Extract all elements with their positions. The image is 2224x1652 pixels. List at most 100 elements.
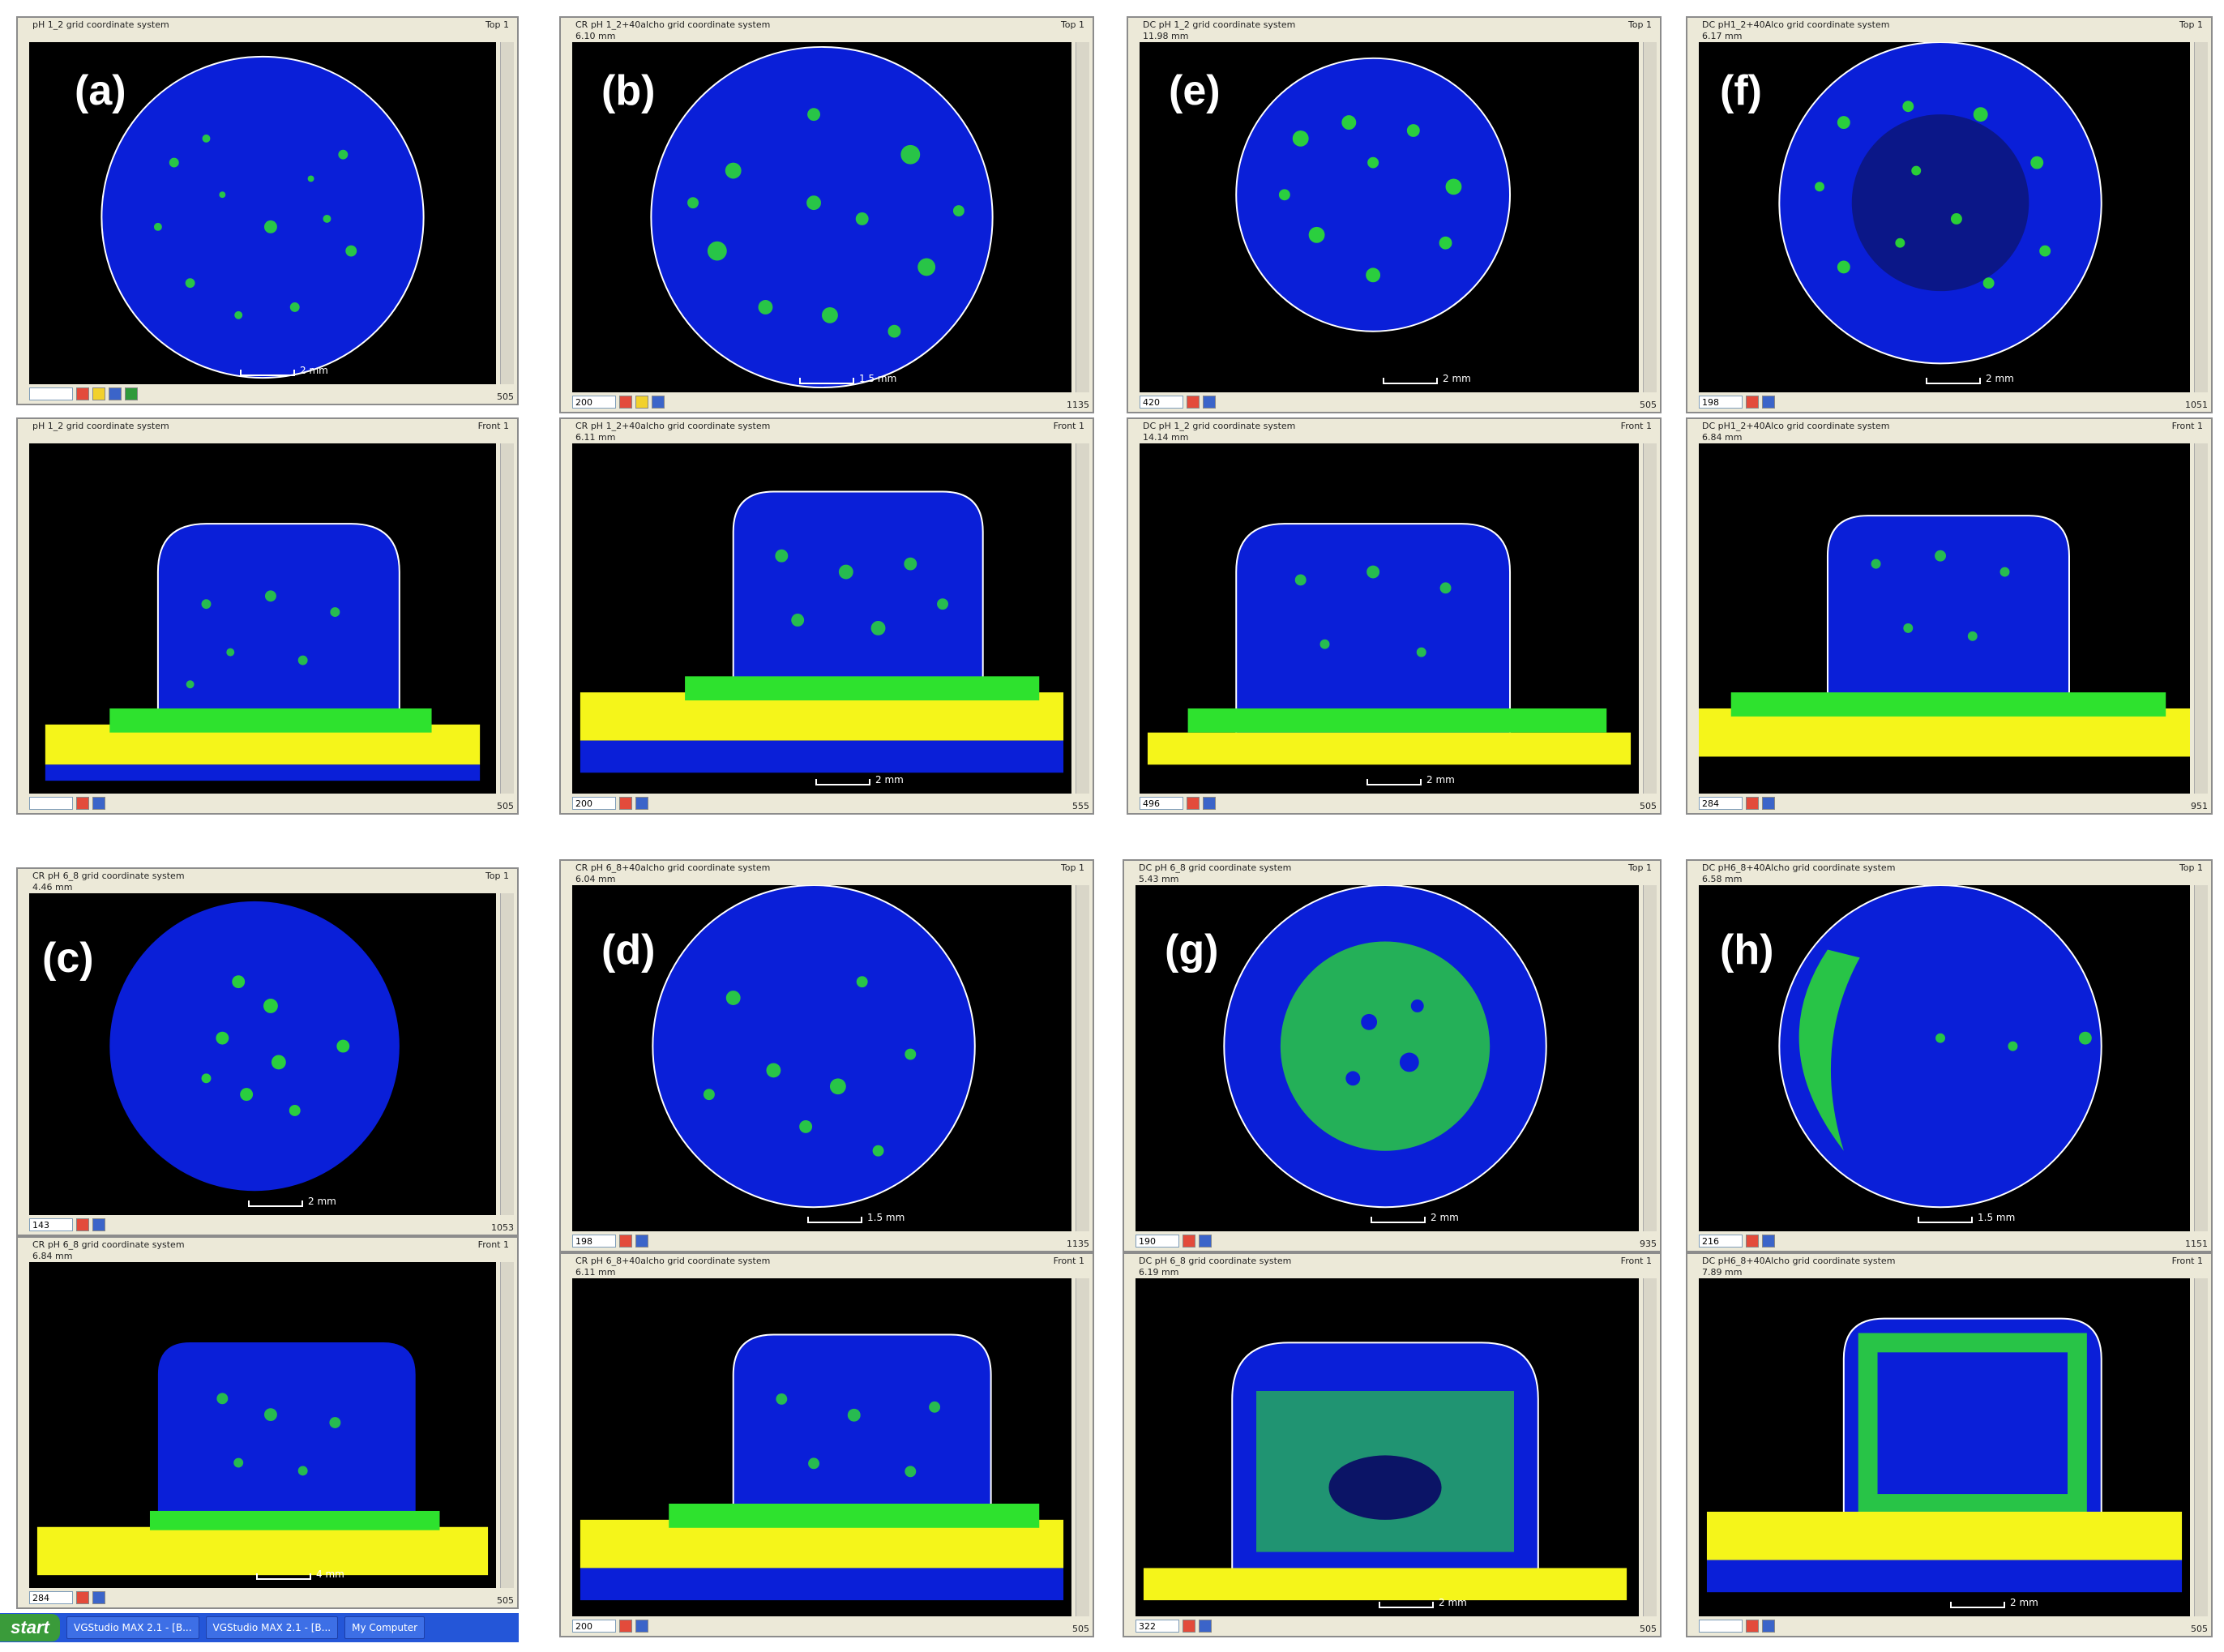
tool-icon[interactable] [635,1620,648,1633]
view-toolbar [29,795,496,811]
zoom-input[interactable]: 420 [1140,396,1183,409]
vertical-scrollbar[interactable] [1076,1278,1089,1616]
tool-icon[interactable] [1746,396,1759,409]
depth-label: 6.17 mm [1702,31,1743,41]
tool-icon[interactable] [1746,1620,1759,1633]
zoom-input[interactable]: 200 [572,797,616,810]
slice-counter: 505 [497,801,514,811]
tool-icon[interactable] [1762,797,1775,810]
vertical-scrollbar[interactable] [1643,42,1657,392]
zoom-input[interactable] [29,387,73,400]
depth-label: 6.11 mm [575,1267,616,1278]
ct-top-view: 2 mm [1699,42,2190,392]
zoom-input[interactable]: 200 [572,1620,616,1633]
tool-icon[interactable] [619,1235,632,1248]
vertical-scrollbar[interactable] [500,1262,514,1588]
scale-label: 2 mm [300,365,328,376]
zoom-input[interactable]: 200 [572,396,616,409]
zoom-input[interactable]: 198 [1699,396,1743,409]
tool-icon[interactable] [1187,396,1200,409]
tool-icon[interactable] [619,396,632,409]
tool-icon[interactable] [1746,797,1759,810]
tool-icon[interactable] [1183,1620,1195,1633]
depth-label: 6.11 mm [575,432,616,443]
panel-b-front-window: CR pH 1_2+40alcho grid coordinate system… [559,417,1094,815]
tool-icon[interactable] [92,387,105,400]
vertical-scrollbar[interactable] [500,42,514,384]
vertical-scrollbar[interactable] [2194,443,2208,794]
tool-icon[interactable] [1203,396,1216,409]
taskbar-item[interactable]: My Computer [344,1616,426,1639]
window-title: CR pH 1_2+40alcho grid coordinate system [575,421,771,431]
tool-icon[interactable] [92,1591,105,1604]
zoom-input[interactable]: 190 [1136,1235,1179,1248]
scale-label: 2 mm [2010,1597,2038,1608]
view-label: Top 1 [1060,862,1084,873]
taskbar-item[interactable]: VGStudio MAX 2.1 - [B... [205,1616,339,1639]
view-label: Front 1 [1620,1256,1652,1266]
tool-icon[interactable] [76,1591,89,1604]
ct-top-view: 1.5 mm [572,42,1071,392]
tool-icon[interactable] [92,797,105,810]
tool-icon[interactable] [1199,1620,1212,1633]
tool-icon[interactable] [635,1235,648,1248]
tool-icon[interactable] [619,797,632,810]
tool-icon[interactable] [1187,797,1200,810]
tool-icon[interactable] [1199,1235,1212,1248]
depth-label: 11.98 mm [1143,31,1189,41]
zoom-input[interactable]: 216 [1699,1235,1743,1248]
vertical-scrollbar[interactable] [1643,443,1657,794]
zoom-input[interactable]: 322 [1136,1620,1179,1633]
zoom-input[interactable]: 198 [572,1235,616,1248]
panel-e-top-window: DC pH 1_2 grid coordinate system 11.98 m… [1127,16,1662,413]
zoom-input[interactable]: 496 [1140,797,1183,810]
window-title: pH 1_2 grid coordinate system [32,421,169,431]
tool-icon[interactable] [652,396,665,409]
start-button[interactable]: start [0,1614,60,1641]
vertical-scrollbar[interactable] [2194,1278,2208,1616]
tool-icon[interactable] [1746,1235,1759,1248]
scale-label: 1.5 mm [1978,1212,2016,1223]
view-label: Top 1 [485,19,509,30]
tool-icon[interactable] [76,797,89,810]
view-toolbar: 284 [29,1590,496,1606]
scale-label: 4 mm [316,1569,344,1580]
vertical-scrollbar[interactable] [2194,42,2208,392]
vertical-scrollbar[interactable] [1076,42,1089,392]
tool-icon[interactable] [1183,1235,1195,1248]
window-title: CR pH 6_8+40alcho grid coordinate system [575,1256,771,1266]
view-label: Top 1 [1060,19,1084,30]
zoom-input[interactable]: 284 [29,1591,73,1604]
vertical-scrollbar[interactable] [1076,443,1089,794]
vertical-scrollbar[interactable] [1643,885,1657,1231]
vertical-scrollbar[interactable] [500,893,514,1215]
view-toolbar: 216 [1699,1233,2190,1249]
tool-icon[interactable] [1762,1620,1775,1633]
vertical-scrollbar[interactable] [1643,1278,1657,1616]
tool-icon[interactable] [619,1620,632,1633]
window-title: DC pH1_2+40Alco grid coordinate system [1702,19,1890,30]
tool-icon[interactable] [76,387,89,400]
tool-icon[interactable] [635,396,648,409]
zoom-input[interactable] [1699,1620,1743,1633]
zoom-input[interactable] [29,797,73,810]
window-title: DC pH 6_8 grid coordinate system [1139,1256,1292,1266]
tool-icon[interactable] [635,797,648,810]
zoom-input[interactable]: 143 [29,1218,73,1231]
zoom-input[interactable]: 284 [1699,797,1743,810]
slice-counter: 505 [497,392,514,402]
view-label: Front 1 [1053,421,1084,431]
vertical-scrollbar[interactable] [500,443,514,794]
tool-icon[interactable] [1203,797,1216,810]
tool-icon[interactable] [1762,396,1775,409]
taskbar-item[interactable]: VGStudio MAX 2.1 - [B... [66,1616,199,1639]
tool-icon[interactable] [92,1218,105,1231]
view-toolbar: 322 [1136,1618,1639,1634]
tool-icon[interactable] [109,387,122,400]
tool-icon[interactable] [1762,1235,1775,1248]
vertical-scrollbar[interactable] [2194,885,2208,1231]
vertical-scrollbar[interactable] [1076,885,1089,1231]
tool-icon[interactable] [76,1218,89,1231]
slice-counter: 505 [2191,1624,2208,1634]
tool-icon[interactable] [125,387,138,400]
